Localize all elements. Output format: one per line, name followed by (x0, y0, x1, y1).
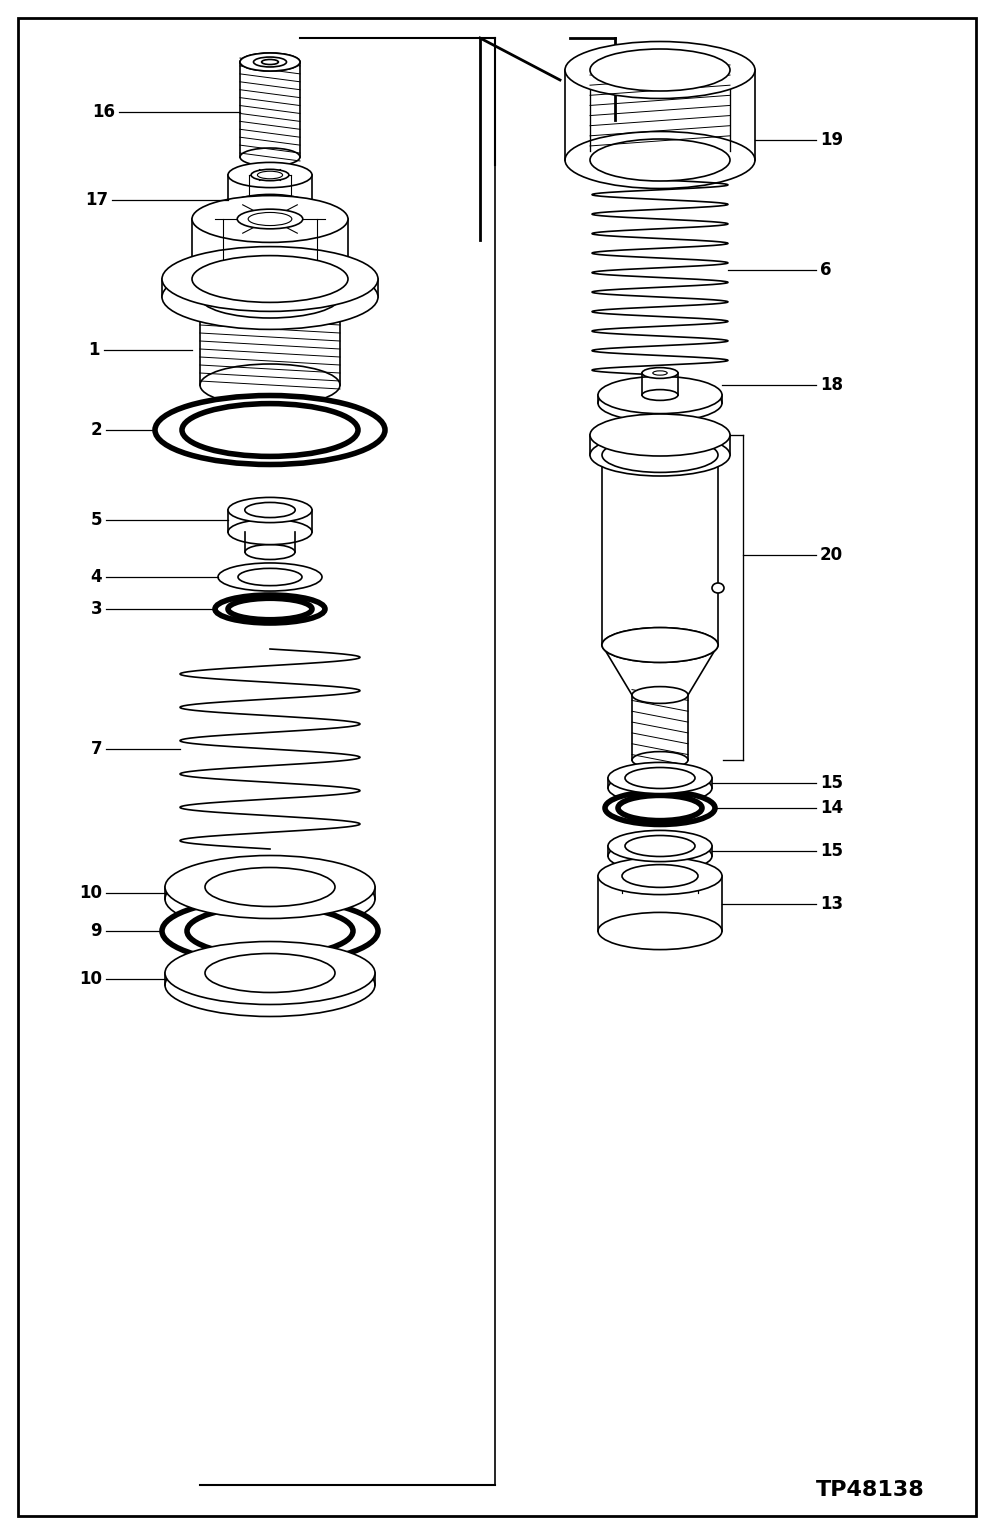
Ellipse shape (228, 519, 312, 545)
Ellipse shape (238, 568, 302, 585)
Ellipse shape (565, 132, 754, 189)
Ellipse shape (245, 502, 295, 518)
Ellipse shape (200, 364, 340, 406)
Ellipse shape (597, 384, 722, 421)
Ellipse shape (607, 762, 712, 794)
Ellipse shape (712, 584, 724, 593)
Text: 3: 3 (90, 601, 102, 617)
Ellipse shape (631, 687, 687, 703)
Ellipse shape (165, 868, 375, 931)
Ellipse shape (589, 138, 730, 181)
Text: 10: 10 (79, 971, 102, 988)
Ellipse shape (624, 768, 694, 788)
Ellipse shape (240, 147, 300, 166)
Ellipse shape (641, 390, 677, 401)
Ellipse shape (250, 169, 288, 181)
Ellipse shape (621, 865, 698, 888)
Text: 4: 4 (90, 568, 102, 587)
Ellipse shape (631, 751, 687, 768)
Text: 15: 15 (819, 842, 842, 860)
Text: 14: 14 (819, 799, 842, 817)
Ellipse shape (162, 247, 378, 312)
Ellipse shape (228, 498, 312, 522)
Ellipse shape (182, 404, 358, 456)
Ellipse shape (237, 209, 302, 229)
Ellipse shape (601, 628, 718, 662)
Ellipse shape (607, 773, 712, 803)
Ellipse shape (215, 594, 325, 624)
Ellipse shape (165, 954, 375, 1017)
Ellipse shape (607, 840, 712, 871)
Ellipse shape (200, 276, 340, 318)
Ellipse shape (641, 367, 677, 378)
Text: 20: 20 (819, 545, 842, 564)
Ellipse shape (228, 195, 312, 220)
Text: 16: 16 (91, 103, 115, 121)
Ellipse shape (245, 544, 294, 559)
Ellipse shape (597, 376, 722, 413)
Ellipse shape (617, 796, 702, 820)
Ellipse shape (607, 831, 712, 862)
Text: 15: 15 (819, 774, 842, 793)
Ellipse shape (228, 163, 312, 187)
Text: 7: 7 (90, 740, 102, 757)
Ellipse shape (187, 906, 353, 955)
Ellipse shape (162, 899, 378, 963)
Text: 13: 13 (819, 895, 842, 912)
Text: 1: 1 (88, 341, 100, 359)
Ellipse shape (601, 438, 718, 473)
Text: 5: 5 (90, 511, 102, 528)
Ellipse shape (624, 836, 694, 857)
Ellipse shape (597, 912, 722, 949)
Ellipse shape (155, 395, 385, 464)
Ellipse shape (192, 195, 348, 243)
Text: TP48138: TP48138 (815, 1481, 923, 1501)
Ellipse shape (205, 868, 335, 906)
Ellipse shape (218, 564, 322, 591)
Ellipse shape (589, 415, 730, 456)
Ellipse shape (589, 49, 730, 91)
Text: 19: 19 (819, 131, 842, 149)
Ellipse shape (597, 857, 722, 894)
Ellipse shape (165, 942, 375, 1005)
Ellipse shape (253, 57, 286, 68)
Ellipse shape (565, 41, 754, 98)
Ellipse shape (192, 255, 348, 303)
Ellipse shape (240, 54, 300, 71)
Text: 17: 17 (84, 190, 108, 209)
Ellipse shape (601, 628, 718, 662)
Ellipse shape (240, 54, 300, 71)
Ellipse shape (604, 791, 715, 825)
Ellipse shape (165, 856, 375, 919)
Ellipse shape (228, 599, 312, 619)
Text: 6: 6 (819, 261, 831, 280)
Text: 10: 10 (79, 885, 102, 902)
Text: 2: 2 (90, 421, 102, 439)
Ellipse shape (205, 954, 335, 992)
Ellipse shape (589, 435, 730, 476)
Text: 9: 9 (90, 922, 102, 940)
Text: 0: 0 (649, 51, 661, 69)
Ellipse shape (162, 264, 378, 329)
Text: 18: 18 (819, 376, 842, 395)
